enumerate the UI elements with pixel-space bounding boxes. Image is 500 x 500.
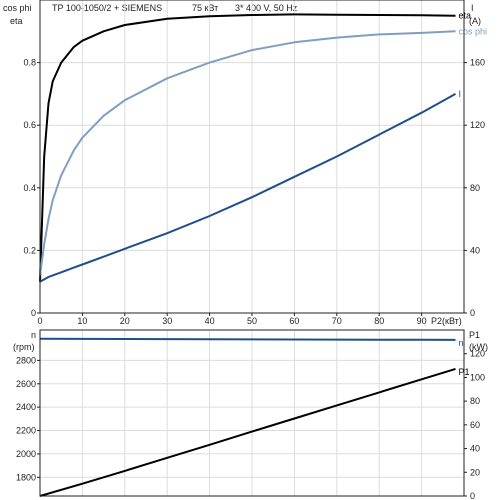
top-x-tick-label: 30	[162, 316, 172, 326]
top-left-tick-label: 0.2	[23, 245, 36, 255]
top-x-tick-label: 10	[77, 316, 87, 326]
bottom-left-tick-label: 2200	[16, 426, 36, 436]
bottom-left-axis-label-1: n	[31, 330, 36, 340]
top-x-tick-label: 40	[205, 316, 215, 326]
top-plot-frame	[39, 0, 465, 314]
bottom-left-tick-label: 2600	[16, 379, 36, 389]
bottom-right-tick-label: 100	[470, 372, 485, 382]
top-right-tick-label: 160	[470, 58, 485, 68]
top-left-tick-label: 0.8	[23, 58, 36, 68]
top-x-axis-title: P2(кВт)	[431, 316, 462, 326]
top-left-axis-label-2: eta	[10, 16, 23, 26]
bottom-left-tick-label: 2000	[16, 449, 36, 459]
bottom-right-tick-label: 0	[470, 491, 475, 500]
series-line-eta	[39, 13, 456, 282]
top-x-tick-label: 20	[120, 316, 130, 326]
top-right-axis-label-2: (A)	[469, 16, 481, 26]
top-right-tick-label: 0	[470, 308, 475, 318]
header-supply: 3* 400 V, 50 Hz	[235, 3, 298, 13]
top-x-tick-label: 60	[289, 316, 299, 326]
bottom-plot-frame	[39, 329, 465, 497]
bottom-right-tick-label: 20	[470, 467, 480, 477]
top-left-tick-label: 0	[31, 308, 36, 318]
bottom-left-tick-label: 2400	[16, 402, 36, 412]
top-left-axis-label-1: cos phi	[3, 3, 32, 13]
series-label-n: n	[459, 338, 464, 348]
top-x-tick-label: 90	[417, 316, 427, 326]
top-left-tick-label: 0.6	[23, 120, 36, 130]
series-label-eta: eta	[459, 11, 472, 21]
series-line-p1	[39, 367, 456, 497]
top-right-tick-label: 120	[470, 120, 485, 130]
bottom-right-tick-label: 120	[470, 349, 485, 359]
series-line-cos-phi	[39, 30, 456, 276]
top-x-tick-label: 0	[37, 316, 42, 326]
header-model: TP 100-1050/2 + SIEMENS	[52, 3, 162, 13]
bottom-right-tick-label: 60	[470, 420, 480, 430]
bottom-right-axis-label-1: P1	[469, 330, 480, 340]
top-x-tick-label: 50	[247, 316, 257, 326]
bottom-right-axis-label-2: (kW)	[469, 342, 488, 352]
bottom-left-axis-label-2: (rpm)	[13, 342, 35, 352]
top-left-tick-label: 0.4	[23, 183, 36, 193]
top-right-tick-label: 80	[470, 183, 480, 193]
series-label-i: I	[459, 89, 462, 99]
bottom-left-tick-label: 2800	[16, 355, 36, 365]
header-power: 75 кВт	[192, 3, 218, 13]
top-x-tick-label: 80	[374, 316, 384, 326]
bottom-right-tick-label: 80	[470, 396, 480, 406]
series-line-n	[39, 337, 456, 341]
series-line-i	[39, 93, 456, 283]
bottom-left-tick-label: 1800	[16, 472, 36, 482]
top-right-axis-label-1: I	[471, 3, 474, 13]
bottom-right-tick-label: 40	[470, 444, 480, 454]
series-label-cos-phi: cos phi	[459, 26, 488, 36]
top-x-tick-label: 70	[332, 316, 342, 326]
top-right-tick-label: 40	[470, 245, 480, 255]
